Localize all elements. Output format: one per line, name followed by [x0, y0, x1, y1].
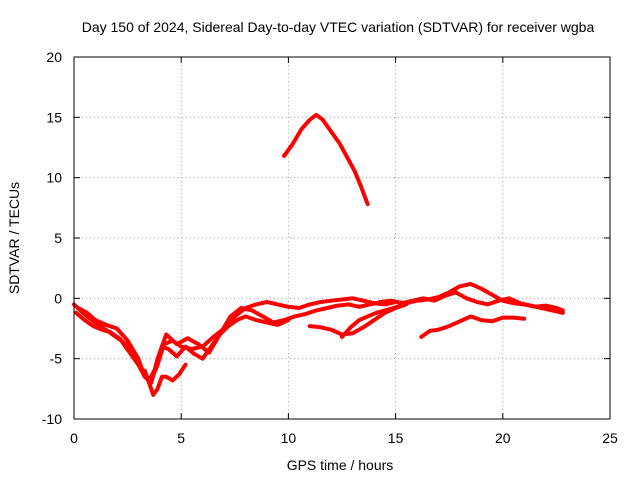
y-tick-label: 5 — [54, 230, 62, 246]
y-tick-label: -5 — [50, 351, 63, 367]
x-tick-label: 0 — [70, 430, 78, 446]
y-tick-label: -10 — [42, 411, 62, 427]
chart-title: Day 150 of 2024, Sidereal Day-to-day VTE… — [82, 19, 595, 35]
x-tick-label: 10 — [281, 430, 297, 446]
y-tick-label: 15 — [46, 109, 62, 125]
axis-ticks — [73, 56, 611, 420]
y-tick-labels: -10 -5 0 5 10 15 20 — [42, 49, 62, 427]
y-tick-label: 0 — [54, 290, 62, 306]
x-tick-label: 25 — [602, 430, 618, 446]
y-tick-label: 10 — [46, 170, 62, 186]
series-line-track-5 — [282, 112, 370, 207]
y-tick-label: 20 — [46, 49, 62, 65]
x-tick-label: 20 — [495, 430, 511, 446]
x-tick-label: 15 — [388, 430, 404, 446]
series-line-track-8 — [340, 303, 404, 339]
series-line-track-7 — [419, 314, 527, 339]
x-tick-label: 5 — [177, 430, 185, 446]
series-line-track-4 — [142, 362, 188, 397]
x-axis-label: GPS time / hours — [287, 457, 394, 473]
series-line-track-3 — [74, 310, 291, 383]
y-axis-label: SDTVAR / TECUs — [6, 182, 22, 294]
series-group — [72, 112, 565, 397]
x-tick-labels: 0 5 10 15 20 25 — [70, 430, 618, 446]
